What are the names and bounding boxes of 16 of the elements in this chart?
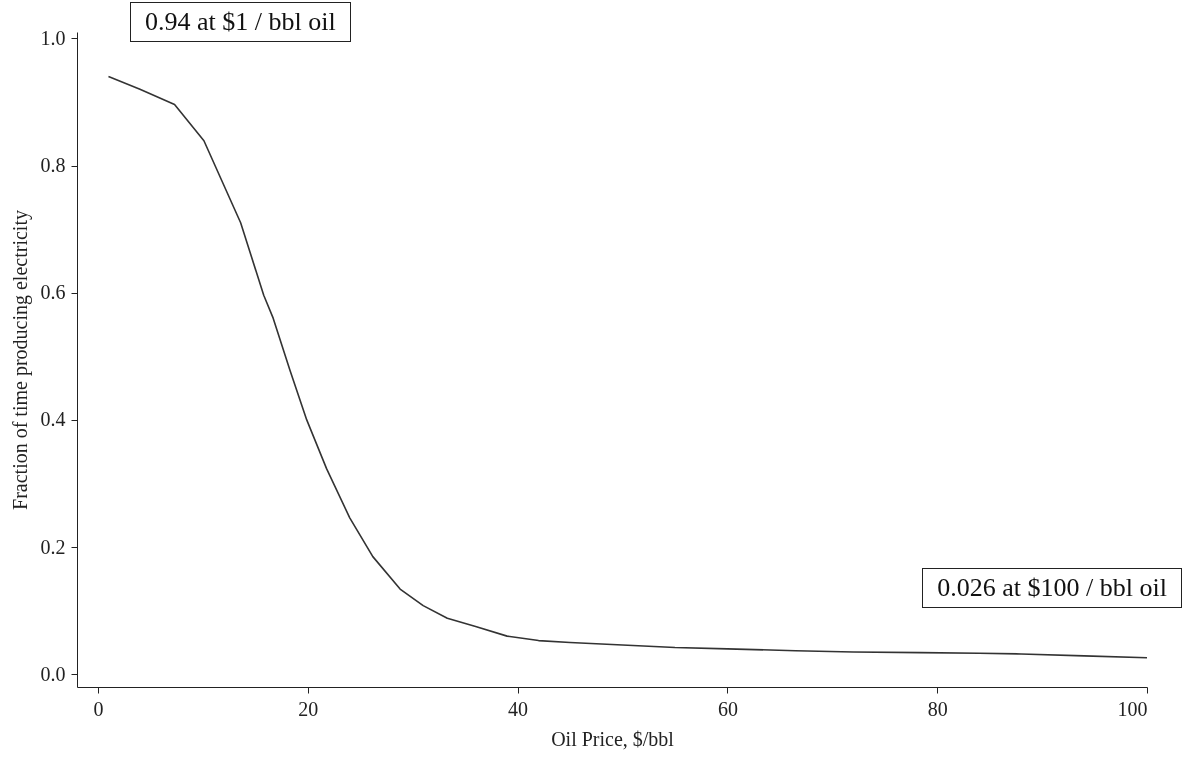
x-tick-label: 60 [717,697,738,720]
x-tick-label: 0 [93,697,104,720]
x-tick-label: 100 [1117,697,1148,720]
y-tick-label: 0.6 [40,281,66,304]
x-tick-label: 20 [298,697,319,720]
y-tick-label: 0.2 [40,535,66,558]
y-axis-title: Fraction of time producing electricity [8,210,32,510]
y-tick-label: 0.0 [40,662,66,685]
annotation: 0.026 at $100 / bbl oil [922,568,1182,608]
x-axis-title: Oil Price, $/bbl [551,727,675,750]
y-tick-label: 0.8 [40,154,66,177]
annotation: 0.94 at $1 / bbl oil [130,2,351,42]
x-tick-label: 80 [927,697,948,720]
y-tick-label: 1.0 [40,26,66,49]
x-tick-label: 40 [508,697,529,720]
y-tick-label: 0.4 [40,408,66,431]
